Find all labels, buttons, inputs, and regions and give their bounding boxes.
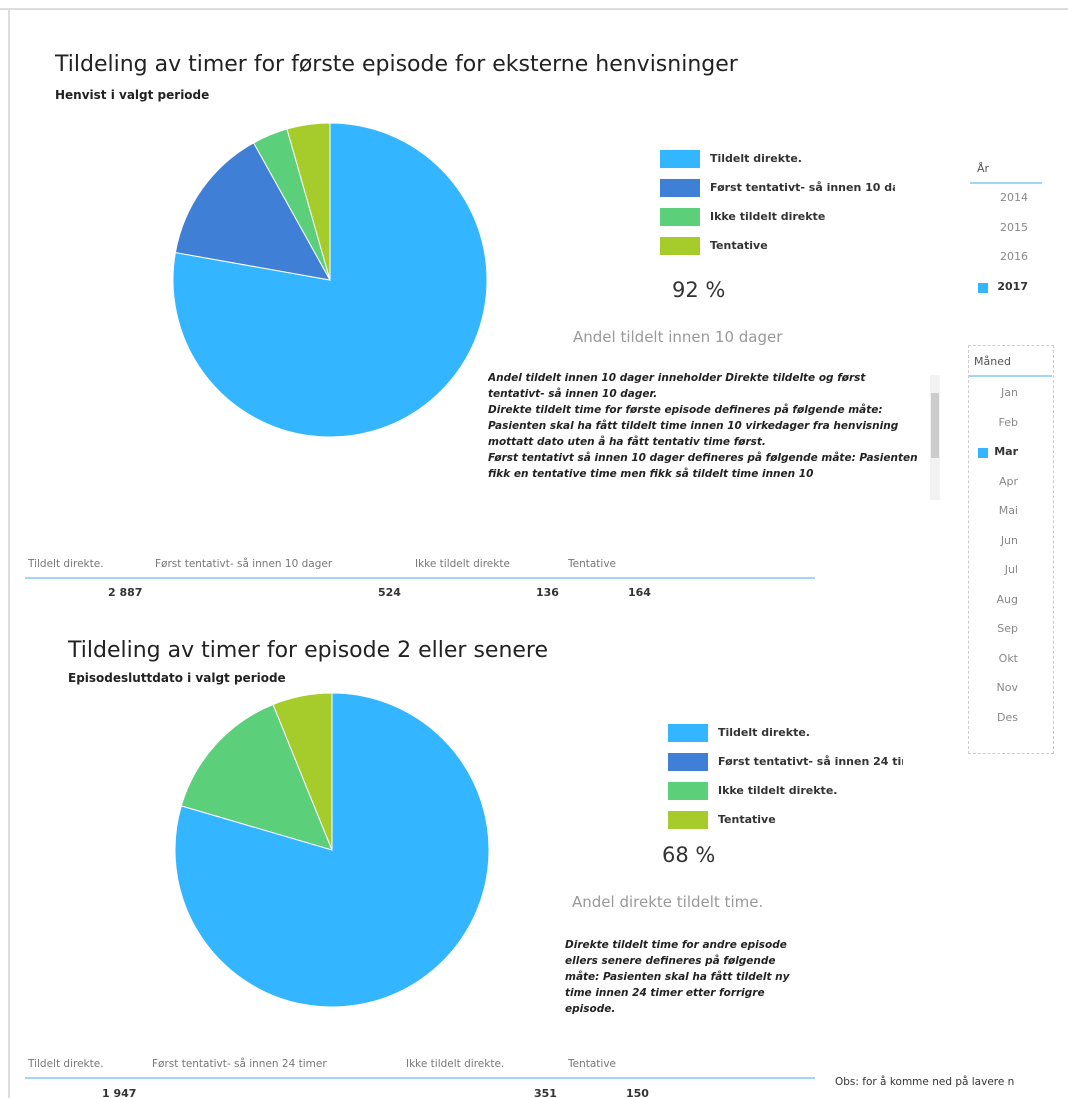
slicer-item[interactable]: 2017 bbox=[997, 279, 1028, 293]
chart-subtitle: Henvist i valgt periode bbox=[55, 88, 210, 102]
slicer-item[interactable]: Nov bbox=[996, 681, 1018, 694]
footer-note: Obs: for å komme ned på lavere n bbox=[835, 1076, 1015, 1088]
slicer-item[interactable]: 2016 bbox=[1000, 250, 1028, 263]
slicer-item[interactable]: Mai bbox=[998, 504, 1018, 517]
table-value: 136 bbox=[536, 586, 559, 599]
slicer-divider bbox=[970, 182, 1042, 184]
legend-label: Ikke tildelt direkte bbox=[710, 210, 826, 223]
chart-title: Tildeling av timer for episode 2 eller s… bbox=[68, 638, 549, 663]
slicer-item[interactable]: Apr bbox=[998, 474, 1018, 488]
scrollbar-thumb[interactable] bbox=[931, 393, 939, 458]
month-slicer-frame bbox=[968, 345, 1054, 754]
kpi-label: Andel tildelt innen 10 dager bbox=[573, 328, 783, 346]
table-header: Tildelt direkte. bbox=[28, 1058, 104, 1070]
slicer-item[interactable]: Aug bbox=[996, 592, 1018, 606]
slicer-title: År bbox=[977, 162, 990, 175]
slicer-item[interactable]: Des bbox=[997, 710, 1018, 724]
slicer-selected-marker bbox=[978, 282, 988, 293]
legend-swatch bbox=[660, 237, 700, 255]
table-header: Tildelt direkte. bbox=[28, 558, 104, 570]
legend-swatch bbox=[668, 811, 708, 829]
table-value: 351 bbox=[534, 1087, 557, 1098]
slicer-item[interactable]: Jul bbox=[1004, 563, 1018, 576]
chart-title: Tildeling av timer for første episode fo… bbox=[55, 52, 738, 77]
legend-label: Tildelt direkte. bbox=[718, 726, 810, 739]
table-header: Først tentativt- så innen 24 timer bbox=[152, 1058, 327, 1070]
kpi-value: 68 % bbox=[662, 843, 716, 867]
description-paragraph: Først tentativt så innen 10 dager define… bbox=[488, 452, 918, 480]
description-paragraph: Direkte tildelt time for første episode … bbox=[488, 404, 899, 448]
legend-label: Tildelt direkte. bbox=[710, 152, 802, 165]
table-header: Ikke tildelt direkte bbox=[415, 558, 510, 570]
left-border bbox=[8, 8, 10, 1098]
legend-label: Tentative bbox=[718, 813, 776, 826]
slicer-item[interactable]: Okt bbox=[998, 651, 1018, 665]
table-value: 1 947 bbox=[102, 1087, 137, 1098]
table-header: Først tentativt- så innen 10 dager bbox=[155, 558, 333, 570]
legend-label: Ikke tildelt direkte. bbox=[718, 784, 838, 797]
table-value: 2 887 bbox=[108, 586, 143, 599]
description: Direkte tildelt time for andre episode e… bbox=[565, 937, 805, 1037]
legend-label: Tentative bbox=[710, 239, 768, 252]
legend-swatch bbox=[668, 724, 708, 742]
legend-label: Først tentativt- så innen 24 timer bbox=[718, 755, 903, 768]
kpi-label: Andel direkte tildelt time. bbox=[572, 893, 764, 911]
description: Andel tildelt innen 10 dager inneholder … bbox=[488, 370, 920, 510]
description-paragraph: Direkte tildelt time for andre episode e… bbox=[565, 939, 790, 1015]
legend-swatch bbox=[668, 782, 708, 800]
table-header: Ikke tildelt direkte. bbox=[406, 1058, 505, 1070]
legend-label: Først tentativt- så innen 10 dager bbox=[710, 181, 895, 194]
pie-slice bbox=[272, 692, 333, 851]
pie-slice bbox=[180, 703, 333, 851]
slicer-item[interactable]: Jun bbox=[1000, 533, 1018, 547]
legend-swatch bbox=[668, 753, 708, 771]
table-value: 524 bbox=[378, 586, 401, 599]
slicer-item[interactable]: Mar bbox=[994, 445, 1018, 458]
description-paragraph: Andel tildelt innen 10 dager inneholder … bbox=[488, 372, 866, 400]
chart-subtitle: Episodesluttdato i valgt periode bbox=[68, 671, 286, 685]
table-value: 164 bbox=[628, 586, 651, 599]
slicer-item[interactable]: Sep bbox=[997, 622, 1018, 635]
slicer-item[interactable]: 2014 bbox=[1000, 191, 1028, 204]
slicer-divider bbox=[969, 375, 1052, 377]
legend-swatch bbox=[660, 208, 700, 226]
table-header: Tentative bbox=[568, 1058, 617, 1070]
scrollbar-track bbox=[930, 375, 940, 500]
slicer-selected-marker bbox=[978, 448, 988, 458]
legend-swatch bbox=[660, 150, 700, 168]
top-border bbox=[0, 8, 1068, 10]
slicer-item[interactable]: 2015 bbox=[1000, 220, 1028, 234]
table-divider bbox=[25, 1077, 815, 1079]
table-header: Tentative bbox=[568, 558, 617, 570]
legend-swatch bbox=[660, 179, 700, 197]
slicer-title: Måned bbox=[974, 355, 1011, 368]
table-value: 150 bbox=[626, 1087, 649, 1098]
kpi-value: 92 % bbox=[672, 278, 726, 302]
pie-slice bbox=[286, 122, 331, 281]
slicer-item[interactable]: Jan bbox=[1001, 386, 1018, 399]
table-divider bbox=[25, 577, 815, 579]
slicer-item[interactable]: Feb bbox=[998, 415, 1018, 429]
pie-slice bbox=[174, 142, 331, 281]
